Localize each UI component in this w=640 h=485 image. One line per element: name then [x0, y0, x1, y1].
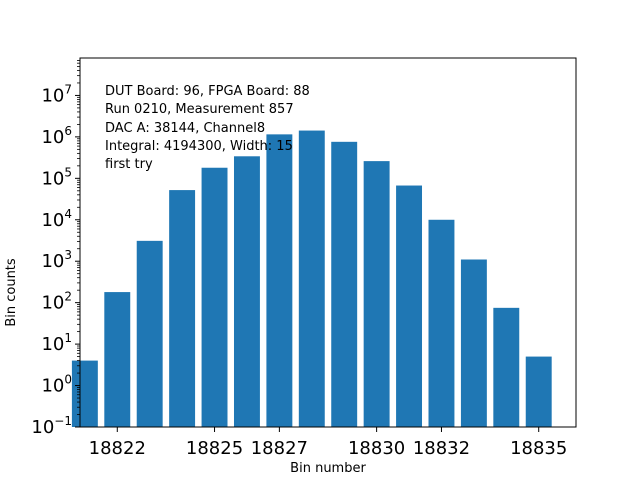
x-tick-label: 18827 [251, 438, 308, 459]
bar-18823 [136, 240, 163, 427]
bar-18833 [460, 259, 487, 427]
bar-18828 [298, 130, 325, 427]
y-tick-label: 107 [41, 82, 72, 106]
x-axis-label: Bin number [290, 461, 366, 476]
bar-18835 [525, 356, 552, 427]
x-tick-label: 18835 [510, 438, 567, 459]
bar-18831 [396, 185, 423, 427]
y-tick-label: 100 [41, 373, 72, 397]
annotation-line-dac: DAC A: 38144, Channel8 [105, 121, 265, 136]
annotation-line-dut-board: DUT Board: 96, FPGA Board: 88 [105, 84, 310, 99]
y-tick-label: 103 [41, 248, 72, 272]
y-axis-label: Bin counts [4, 258, 19, 327]
x-ticks-group: 18822 18825 18827 18830 18832 18835 [89, 427, 567, 459]
bar-18829 [331, 141, 358, 427]
bar-18834 [493, 307, 520, 427]
x-tick-label: 18830 [348, 438, 405, 459]
bar-18826 [233, 156, 260, 428]
x-tick-label: 18825 [186, 438, 243, 459]
bar-18830 [363, 161, 390, 427]
bar-18825 [201, 167, 228, 428]
plot-frame [79, 57, 577, 428]
bar-18824 [169, 190, 196, 427]
bar-18827 [266, 134, 293, 428]
y-ticks-group: 10−1 100 101 102 103 104 105 106 107 [31, 82, 80, 438]
y-minor-ticks-group [77, 60, 80, 415]
y-tick-label: 101 [41, 331, 72, 355]
bars-group [71, 130, 552, 428]
y-tick-label: 105 [41, 165, 72, 189]
y-tick-label: 106 [41, 124, 72, 148]
bar-18821 [71, 360, 98, 427]
annotation-line-note: first try [105, 157, 153, 172]
bar-18832 [428, 219, 455, 427]
x-tick-label: 18832 [413, 438, 470, 459]
annotation-box: DUT Board: 96, FPGA Board: 88 Run 0210, … [105, 84, 310, 172]
annotation-line-run: Run 0210, Measurement 857 [105, 102, 294, 117]
y-tick-label: 104 [41, 207, 72, 231]
annotation-line-integral: Integral: 4194300, Width: 15 [105, 139, 293, 154]
y-tick-label: 102 [41, 290, 72, 314]
x-tick-label: 18822 [89, 438, 146, 459]
y-tick-label: 10−1 [31, 414, 72, 438]
bar-18822 [104, 292, 131, 427]
